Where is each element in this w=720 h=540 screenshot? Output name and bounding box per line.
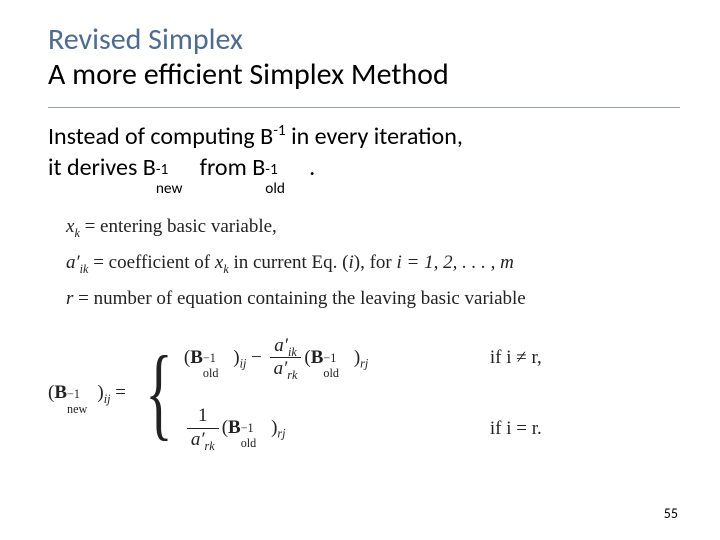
definitions: xk = entering basic variable, a′ik = coe… bbox=[48, 209, 680, 317]
formula-lhs: (B−1new)ij = bbox=[48, 382, 126, 404]
body-line1-pre: Instead of computing B bbox=[48, 122, 273, 151]
case1-cond: if i ≠ r, bbox=[490, 347, 542, 369]
body-line1-post: in every iteration, bbox=[286, 122, 463, 151]
title-line2: A more efficient Simplex Method bbox=[48, 57, 680, 92]
body-line2-pre: it derives B bbox=[48, 153, 156, 182]
title-divider bbox=[48, 107, 680, 108]
case-i-ne-r: (B−1old)ij − a′ika′rk(B−1old)rj if i ≠ r… bbox=[184, 336, 542, 381]
formula: (B−1new)ij = { (B−1old)ij − a′ika′rk(B−1… bbox=[48, 336, 680, 452]
case-i-eq-r: 1a′rk(B−1old)rj if i = r. bbox=[184, 406, 542, 451]
body-line2-post: . bbox=[304, 153, 315, 182]
brace-icon: { bbox=[145, 357, 172, 430]
def-row-aik: a′ik = coefficient of xk in current Eq. … bbox=[66, 245, 680, 281]
body-line1-sup: -1 bbox=[273, 121, 286, 140]
title-line1: Revised Simplex bbox=[48, 22, 680, 57]
slide: Revised Simplex A more efficient Simplex… bbox=[0, 0, 720, 540]
def-row-r: r = number of equation containing the le… bbox=[66, 281, 680, 317]
slide-title: Revised Simplex A more efficient Simplex… bbox=[48, 22, 680, 93]
page-number: 55 bbox=[664, 505, 678, 522]
frac-1-ark: 1a′rk bbox=[187, 406, 219, 451]
case2-cond: if i = r. bbox=[490, 418, 542, 440]
formula-cases: (B−1old)ij − a′ika′rk(B−1old)rj if i ≠ r… bbox=[184, 336, 542, 452]
def-row-xk: xk = entering basic variable, bbox=[66, 209, 680, 245]
frac-aik-ark: a′ika′rk bbox=[270, 336, 302, 381]
body-text: Instead of computing B-1 in every iterat… bbox=[48, 122, 680, 183]
body-line2-mid: from B bbox=[194, 153, 265, 182]
